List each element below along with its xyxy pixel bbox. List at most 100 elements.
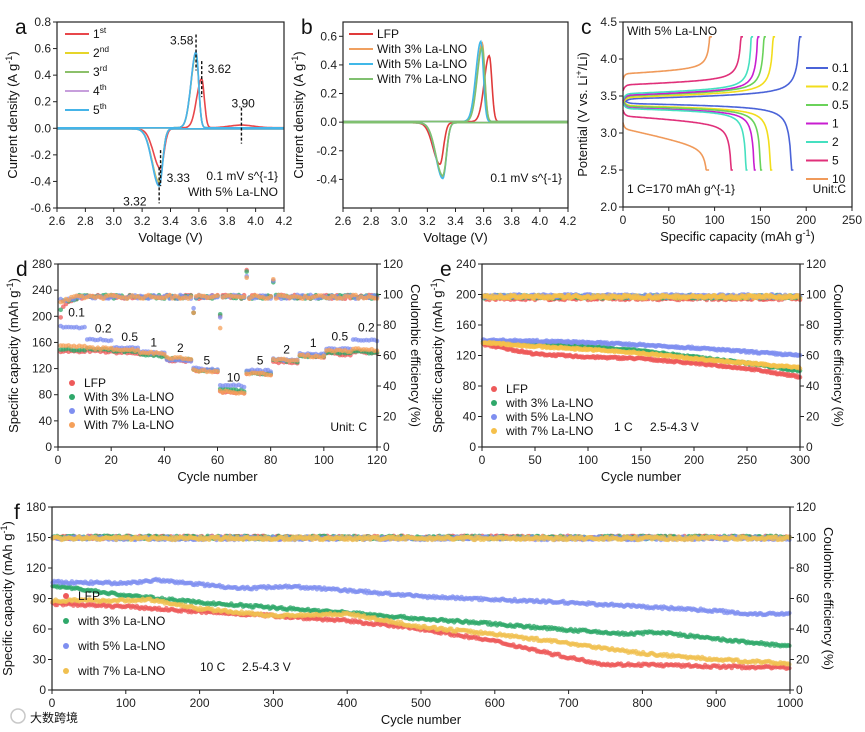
x-tick-label: 700 — [559, 696, 579, 710]
y-tick-label: 0.4 — [34, 68, 51, 82]
x-tick-label: 500 — [411, 696, 431, 710]
x-tick-label: 300 — [263, 696, 283, 710]
ce-point — [188, 294, 194, 300]
y-tick-label: 0.0 — [34, 121, 51, 135]
y2-axis-title: Coulombic efficiency (%) — [831, 284, 846, 427]
annotation: With 5% La-LNO — [188, 185, 278, 199]
peak-label: 3.90 — [231, 97, 255, 111]
legend-label: With 7% La-LNO — [377, 72, 467, 86]
y-axis-title: Specific capacity (mAh g-1) — [0, 521, 15, 676]
x-tick-label: 50 — [662, 213, 676, 227]
legend-marker — [491, 428, 497, 434]
plot-frame — [622, 21, 853, 208]
peak-label: 3.58 — [170, 34, 194, 48]
legend-label: With 5% La-LNO — [377, 57, 467, 71]
y2-tick-label: 60 — [796, 592, 810, 606]
annotation: Unit:C — [813, 182, 847, 196]
y-tick-label: 0.6 — [34, 42, 51, 56]
y-axis-title: Current density (A g-1) — [4, 51, 20, 178]
legend-label: 0.1 — [832, 61, 849, 75]
peak-label: 3.33 — [167, 171, 191, 185]
y-tick-label: 3.0 — [600, 126, 617, 140]
x-tick-label: 4.0 — [247, 214, 264, 228]
cv-cathodic-1 — [343, 121, 568, 179]
rate-label: 0.2 — [95, 322, 112, 336]
y2-tick-label: 60 — [383, 349, 397, 363]
y-tick-label: 40 — [463, 410, 477, 424]
series-0 — [480, 294, 803, 380]
ce-point — [217, 315, 223, 320]
x-axis-title: Cycle number — [601, 469, 682, 484]
y2-tick-label: 80 — [796, 561, 810, 575]
charge-curve-0.2 — [622, 36, 776, 104]
x-tick-label: 3.4 — [447, 214, 464, 228]
ce-point — [191, 310, 196, 316]
annotation: Unit: C — [330, 420, 367, 434]
x-tick-label: 300 — [790, 453, 810, 467]
x-axis-title: Cycle number — [381, 712, 462, 727]
ce-point — [268, 294, 274, 299]
x-tick-label: 2.6 — [335, 214, 352, 228]
ce-point — [58, 307, 63, 313]
x-tick-label: 150 — [631, 453, 651, 467]
c-rate-definition: 1 C=170 mAh g^{-1} — [627, 182, 735, 196]
cv-cathodic-0 — [57, 128, 284, 170]
cv-anodic-3 — [57, 50, 284, 129]
y-tick-label: 90 — [33, 592, 47, 606]
x-tick-label: 100 — [578, 453, 598, 467]
x-tick-label: 900 — [706, 696, 726, 710]
ce-point — [58, 315, 63, 320]
y-tick-label: 0.6 — [320, 29, 337, 43]
legend-label: With 5% La-LNO — [84, 404, 174, 418]
legend-marker — [69, 408, 75, 414]
y-tick-label: 0 — [39, 683, 46, 697]
x-tick-label: 150 — [750, 213, 770, 227]
annotation: 1 C — [614, 420, 633, 434]
capacity-point — [268, 369, 274, 375]
y-tick-label: 0.2 — [320, 87, 337, 101]
y-tick-label: -0.4 — [30, 174, 51, 188]
y2-tick-label: 80 — [383, 318, 397, 332]
legend-marker — [491, 386, 497, 392]
ce-point — [66, 297, 71, 303]
y2-tick-label: 40 — [806, 379, 820, 393]
capacity-point — [295, 358, 300, 363]
y-tick-label: 0.4 — [320, 58, 337, 72]
x-tick-label: 1000 — [777, 696, 804, 710]
x-tick-label: 40 — [158, 453, 172, 467]
charge-curve-10 — [622, 36, 712, 80]
y-tick-label: 30 — [33, 653, 47, 667]
legend-label: 0.5 — [832, 98, 849, 112]
y-tick-label: 200 — [32, 309, 52, 323]
capacity-point — [268, 372, 274, 378]
x-tick-label: 200 — [190, 696, 210, 710]
ce-point — [241, 294, 247, 300]
y2-axis-title: Coulombic efficiency (%) — [821, 527, 836, 670]
y-axis-title: Specific capacity (mAh g-1) — [429, 278, 445, 433]
rate-label: 10 — [227, 371, 241, 385]
charge-curve-1 — [622, 36, 760, 102]
rate-label: 0.2 — [358, 320, 375, 334]
y-tick-label: 120 — [32, 362, 52, 376]
y-tick-label: 2.0 — [600, 200, 617, 214]
discharge-curve-10 — [622, 122, 710, 171]
y2-tick-label: 40 — [383, 379, 397, 393]
ce-point — [271, 277, 276, 282]
y-tick-label: 40 — [39, 414, 53, 428]
x-tick-label: 3.6 — [191, 214, 208, 228]
cv-anodic-1 — [57, 53, 284, 129]
ce-point — [191, 305, 196, 311]
y-tick-label: 120 — [456, 349, 476, 363]
plot-frame — [56, 21, 285, 209]
y-axis-title: Potential (V vs. Li+/Li) — [574, 52, 590, 177]
x-tick-label: 0 — [620, 213, 627, 227]
y-tick-label: 3.5 — [600, 89, 617, 103]
x-tick-label: 3.4 — [162, 214, 179, 228]
plot-frame — [57, 263, 378, 448]
x-tick-label: 2.8 — [363, 214, 380, 228]
ce-point — [353, 292, 359, 298]
legend-marker — [69, 394, 75, 400]
y-tick-label: 200 — [456, 288, 476, 302]
panel-letter: f — [14, 501, 20, 524]
